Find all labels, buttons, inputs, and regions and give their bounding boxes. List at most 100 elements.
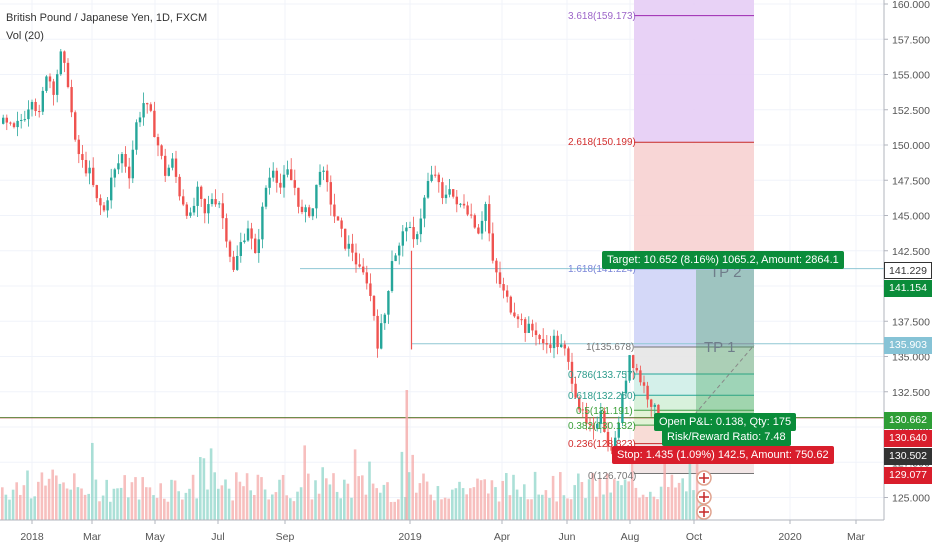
- volume-bar: [19, 494, 22, 520]
- volume-bar: [37, 481, 40, 520]
- price-tag-141229: 141.229: [884, 262, 932, 279]
- candle-body: [167, 167, 170, 176]
- volume-bar: [227, 488, 231, 520]
- candle-body: [207, 204, 210, 214]
- open-pnl-label[interactable]: Open P&L: 0.138, Qty: 175: [654, 413, 797, 431]
- volume-bar: [80, 488, 83, 520]
- fib-zone: [634, 15, 754, 143]
- volume-bar: [645, 496, 648, 520]
- volume-bar: [407, 472, 411, 520]
- volume-bar: [343, 479, 346, 520]
- volume-bar: [537, 494, 540, 520]
- volume-bar: [548, 497, 551, 520]
- candle-body: [185, 204, 188, 216]
- volume-bar: [512, 474, 515, 520]
- candle-body: [221, 203, 224, 219]
- volume-bar: [65, 488, 69, 520]
- volume-bar: [15, 482, 18, 520]
- volume-bar: [148, 487, 152, 520]
- volume-bar: [289, 498, 292, 520]
- stop-label[interactable]: Stop: 1.435 (1.09%) 142.5, Amount: 750.6…: [612, 446, 834, 464]
- volume-bar: [490, 480, 494, 520]
- volume-bar: [353, 449, 357, 520]
- candle-body: [524, 319, 527, 333]
- volume-bar: [429, 494, 432, 520]
- volume-bar: [11, 489, 15, 520]
- candle-body: [574, 383, 577, 398]
- volume-bar: [400, 451, 404, 520]
- candle-body: [16, 120, 19, 128]
- volume-bar: [634, 487, 638, 520]
- candle-body: [74, 112, 77, 140]
- candle-body: [329, 182, 332, 205]
- volume-bar: [613, 479, 616, 520]
- volume-bar: [303, 445, 306, 520]
- volume-bar: [73, 473, 76, 520]
- volume-bar: [1, 487, 4, 520]
- candle-body: [441, 182, 444, 199]
- candle-body: [12, 123, 16, 128]
- candle-body: [581, 409, 584, 411]
- candle-body: [182, 196, 185, 205]
- volume-bar: [209, 448, 213, 520]
- candle-body: [120, 154, 124, 164]
- candle-body: [423, 197, 426, 219]
- volume-bar: [256, 474, 260, 520]
- candle-body: [27, 109, 30, 120]
- candle-body: [102, 205, 106, 211]
- price-tag-130502: 130.502: [884, 448, 932, 465]
- candle-body: [588, 423, 592, 426]
- candle-body: [254, 238, 257, 253]
- volume-bar: [519, 496, 522, 520]
- volume-bar: [245, 473, 249, 520]
- candle-body: [192, 205, 196, 213]
- candle-body: [513, 312, 516, 317]
- candle-body: [23, 119, 26, 121]
- volume-bar: [389, 501, 393, 520]
- candle-body: [419, 218, 422, 235]
- candle-body: [304, 207, 307, 213]
- candle-body: [225, 218, 228, 242]
- volume-bar: [523, 484, 526, 520]
- volume-bar: [681, 478, 684, 520]
- candle-body: [646, 385, 649, 400]
- volume-bar: [649, 491, 652, 520]
- candle-body: [117, 163, 120, 170]
- candle-body: [380, 323, 383, 349]
- time-tick-label: Apr: [494, 531, 511, 543]
- volume-bar: [425, 481, 429, 520]
- candle-body: [34, 101, 37, 112]
- volume-bar: [8, 499, 11, 520]
- volume-bar: [364, 494, 368, 520]
- candle-body: [412, 227, 415, 240]
- volume-bar: [598, 478, 602, 520]
- volume-bar: [422, 473, 425, 520]
- candle-body: [437, 174, 440, 183]
- volume-bar: [206, 489, 209, 520]
- volume-bar: [220, 485, 224, 520]
- candle-body: [614, 437, 617, 451]
- volume-bar: [375, 488, 378, 520]
- volume-bar: [155, 497, 159, 520]
- price-tick-label: 135.000: [892, 352, 930, 364]
- volume-bar: [292, 501, 296, 520]
- volume-bar: [479, 480, 483, 520]
- price-tick-label: 142.500: [892, 246, 930, 258]
- volume-bar: [357, 476, 360, 520]
- candle-body: [470, 214, 473, 216]
- candle-body: [347, 243, 350, 249]
- candle-body: [495, 260, 498, 273]
- candle-body: [261, 206, 264, 240]
- volume-bar: [224, 479, 227, 520]
- risk-reward-label[interactable]: Risk/Reward Ratio: 7.48: [662, 428, 791, 446]
- candle-body: [549, 344, 552, 349]
- volume-bar: [415, 492, 418, 520]
- volume-bar: [112, 488, 116, 520]
- volume-bar: [451, 489, 454, 520]
- target-label[interactable]: Target: 10.652 (8.16%) 1065.2, Amount: 2…: [602, 251, 844, 269]
- volume-bar: [213, 472, 216, 520]
- volume-bar: [533, 471, 537, 520]
- candle-body: [466, 205, 469, 215]
- volume-bar: [591, 472, 594, 520]
